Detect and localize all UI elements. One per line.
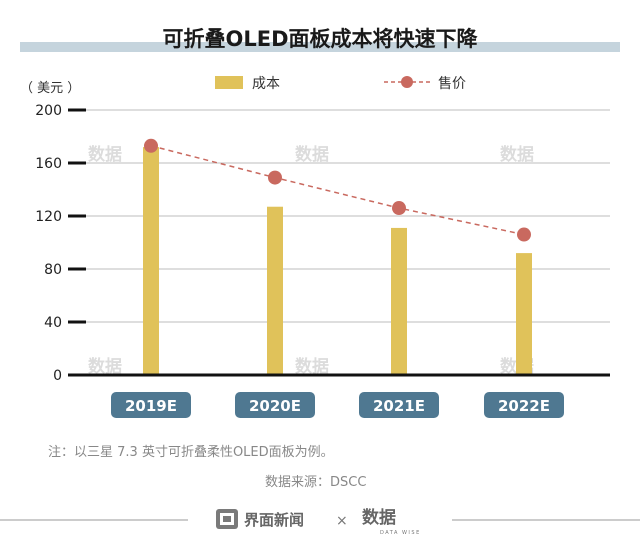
category-label: 2019E <box>125 397 177 415</box>
category-label-bg <box>359 392 439 418</box>
title-band <box>20 42 620 52</box>
category-label-box: 2021E <box>359 392 439 418</box>
category-label: 2022E <box>498 397 550 415</box>
legend-line-marker <box>401 76 413 88</box>
bar-cost <box>143 147 159 375</box>
price-point <box>517 227 531 242</box>
footer-separator: × <box>336 513 348 529</box>
y-tick-label: 80 <box>44 262 62 278</box>
watermark: 数据 <box>88 356 122 377</box>
legend-line-label: 售价 <box>438 76 466 92</box>
legend-bar-label: 成本 <box>252 76 280 92</box>
category-label: 2021E <box>373 397 425 415</box>
watermark: 数据 <box>295 356 329 377</box>
bars <box>143 147 532 375</box>
chart-source: 数据来源：DSCC <box>265 475 366 490</box>
category-label-box: 2022E <box>484 392 564 418</box>
category-label-box: 2019E <box>111 392 191 418</box>
bar-cost <box>391 227 407 375</box>
bar-cost <box>516 253 532 375</box>
category-label-bg <box>484 392 564 418</box>
bar-cost <box>267 206 283 375</box>
axes: 0 40 80 120 160 200 2019E 2020E 2021E 2022E <box>35 103 610 418</box>
price-point <box>144 138 158 153</box>
price-point <box>392 201 406 216</box>
y-tick-label: 120 <box>35 209 62 225</box>
category-label: 2020E <box>249 397 301 415</box>
price-point <box>268 170 282 185</box>
watermark: 数据 <box>295 144 329 165</box>
footer-partner: 数据 <box>362 507 396 528</box>
price-line-path <box>150 145 525 236</box>
footer-partner-sub: DATA WISE <box>380 530 421 536</box>
legend-bar-swatch <box>215 76 243 89</box>
y-axis-unit: （ 美元 ） <box>20 81 80 96</box>
price-line <box>144 138 531 242</box>
watermark: 数据 <box>500 144 534 165</box>
footer: 界面新闻 × 数据 DATA WISE <box>0 507 640 536</box>
y-tick-label: 160 <box>35 156 62 172</box>
category-label-bg <box>235 392 315 418</box>
category-label-bg <box>111 392 191 418</box>
chart-note: 注：以三星 7.3 英寸可折叠柔性OLED面板为例。 <box>48 445 334 460</box>
watermark: 数据 <box>88 144 122 165</box>
category-label-box: 2020E <box>235 392 315 418</box>
legend: 成本 售价 <box>215 76 466 92</box>
chart-title: 可折叠OLED面板成本将快速下降 <box>162 27 478 51</box>
brand-logo-icon <box>216 509 238 529</box>
y-tick-label: 0 <box>53 368 62 384</box>
y-tick-label: 200 <box>35 103 62 119</box>
y-tick-label: 40 <box>44 315 62 331</box>
footer-brand: 界面新闻 <box>244 511 304 529</box>
